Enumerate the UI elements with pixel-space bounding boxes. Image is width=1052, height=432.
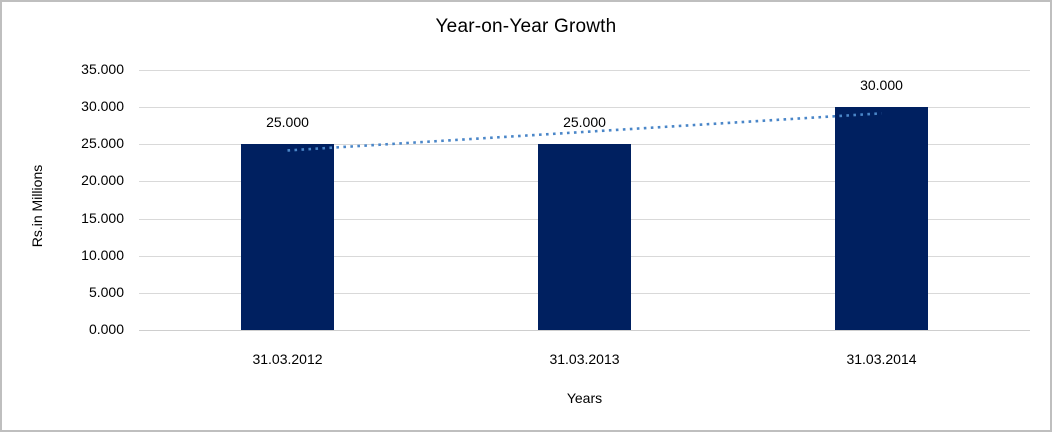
- data-label: 25.000: [563, 114, 606, 131]
- y-tick-label: 30.000: [81, 98, 124, 115]
- y-tick-label: 0.000: [88, 321, 124, 337]
- x-tick-label: 31.03.2014: [846, 351, 917, 367]
- data-label: 25.000: [266, 114, 309, 131]
- bar-31.03.2012: [241, 144, 334, 330]
- bar-31.03.2013: [538, 144, 631, 330]
- x-tick-label: 31.03.2013: [549, 351, 620, 367]
- y-tick-label: 5.000: [88, 283, 124, 300]
- y-tick-label: 35.000: [81, 61, 124, 77]
- bar-31.03.2014: [835, 107, 928, 330]
- chart-title: Year-on-Year Growth: [435, 16, 617, 37]
- y-tick-label: 10.000: [81, 246, 124, 263]
- gridline: [139, 107, 1030, 109]
- plot-area: [139, 70, 1030, 331]
- x-tick-label: 31.03.2012: [252, 351, 323, 367]
- y-tick-label: 15.000: [81, 209, 124, 226]
- trendline: [287, 112, 882, 152]
- x-axis-title: Years: [566, 390, 603, 406]
- x-axis-line: [139, 330, 1030, 331]
- y-tick-label: 25.000: [81, 135, 124, 152]
- trendline-layer: [287, 112, 882, 152]
- gridline: [139, 70, 1030, 71]
- data-label: 30.000: [860, 77, 903, 94]
- y-tick-label: 20.000: [81, 172, 124, 189]
